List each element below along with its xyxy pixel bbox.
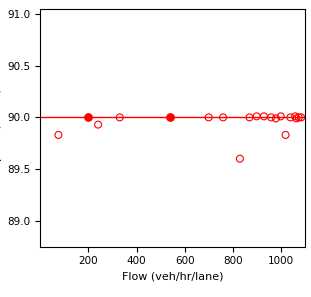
Point [294,116,299,121]
Point [269,115,274,120]
Point [95,122,100,127]
Point [237,156,242,161]
Point [273,116,278,121]
Point [299,115,304,120]
Point [86,115,91,120]
Point [254,114,259,119]
Point [247,115,252,120]
Point [117,115,122,120]
Point [283,132,288,137]
Y-axis label: Speed (km/hr): Speed (km/hr) [0,88,2,168]
Point [293,114,298,119]
Point [168,115,173,120]
Point [288,115,293,120]
Point [220,115,225,120]
X-axis label: Flow (veh/hr/lane): Flow (veh/hr/lane) [122,272,223,282]
Point [262,114,267,119]
Point [296,115,301,120]
Point [206,115,211,120]
Point [56,132,61,137]
Point [278,114,283,119]
